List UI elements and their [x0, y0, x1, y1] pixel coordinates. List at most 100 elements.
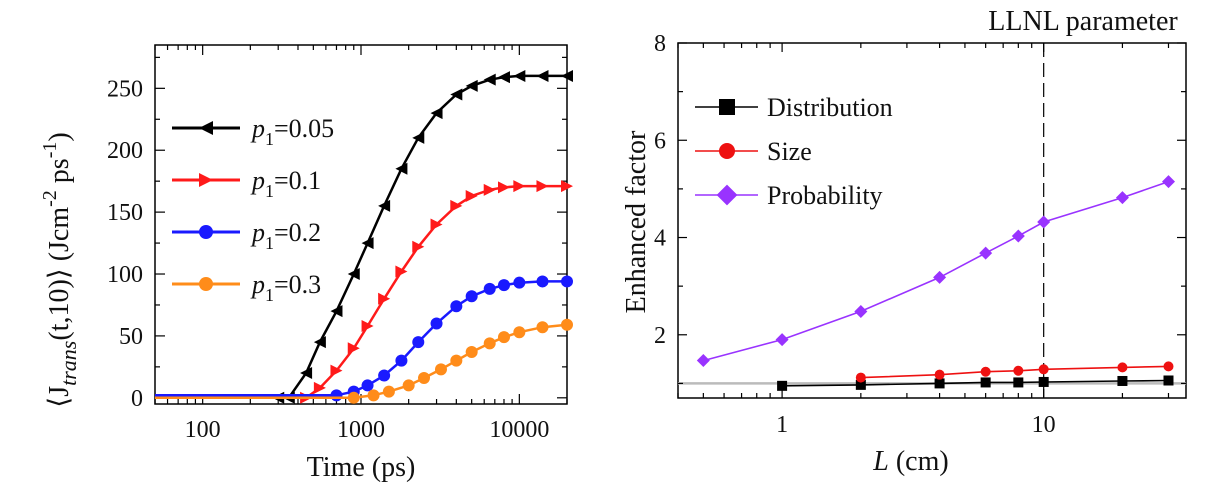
- data-point: [313, 336, 326, 349]
- series: [155, 180, 573, 404]
- legend-label: Distribution: [767, 93, 893, 122]
- data-point: [855, 379, 866, 390]
- series: [155, 69, 573, 404]
- legend-marker: [199, 277, 213, 291]
- series: [855, 361, 1174, 383]
- data-point: [430, 107, 443, 120]
- legend-marker: [719, 99, 735, 115]
- data-point: [933, 270, 947, 284]
- data-point: [347, 342, 360, 355]
- chart-time-series: ⟨Jtrans(t,10)⟩ (Jcm-2 ps-1) Time (ps) p1…: [39, 44, 573, 483]
- data-point: [1013, 365, 1024, 376]
- data-point: [536, 275, 549, 288]
- data-point: [536, 180, 549, 193]
- y-tick-label: 150: [107, 200, 143, 226]
- legend-label: Probability: [767, 181, 883, 210]
- data-point: [330, 364, 343, 377]
- y-tick-label: 200: [107, 138, 143, 164]
- y-tick-label: 6: [654, 128, 666, 154]
- series-line: [155, 184, 567, 400]
- data-point: [934, 378, 945, 389]
- x-axis-label: Time (ps): [307, 452, 416, 483]
- data-point: [430, 218, 443, 231]
- data-point: [430, 317, 443, 330]
- data-point: [561, 69, 573, 82]
- data-point: [330, 305, 343, 318]
- x-tick-label: 1: [776, 412, 788, 438]
- data-point: [483, 73, 496, 86]
- series-line: [782, 379, 1169, 387]
- y-axis-label: ⟨Jtrans(t,10)⟩ (Jcm-2 ps-1): [39, 132, 81, 407]
- data-point: [412, 336, 425, 349]
- data-point: [465, 290, 478, 303]
- data-point: [395, 265, 408, 278]
- data-point: [378, 369, 391, 382]
- x-tick-label: 10: [1032, 412, 1056, 438]
- chart-title: LLNL parameter: [988, 6, 1178, 37]
- series: [696, 175, 1175, 368]
- legend-marker: [716, 184, 738, 206]
- data-point: [513, 326, 526, 339]
- data-point: [367, 389, 380, 402]
- data-point: [347, 391, 360, 404]
- data-point: [434, 363, 447, 376]
- legend-marker: [199, 173, 213, 187]
- data-point: [536, 69, 549, 82]
- data-point: [465, 190, 478, 203]
- series: [777, 375, 1174, 391]
- series: [155, 275, 573, 402]
- y-tick-label: 8: [654, 31, 666, 57]
- data-point: [980, 377, 991, 388]
- data-point: [450, 199, 463, 212]
- legend: Distribution Size Probability: [695, 93, 893, 210]
- y-tick-label: 250: [107, 76, 143, 102]
- y-tick-label: 4: [654, 226, 666, 252]
- data-point: [775, 333, 789, 347]
- legend-label: p1=0.3: [250, 270, 321, 305]
- data-point: [497, 181, 510, 194]
- data-point: [483, 337, 496, 350]
- data-point: [497, 279, 510, 292]
- data-point: [361, 379, 374, 392]
- data-point: [483, 183, 496, 196]
- data-point: [361, 237, 374, 250]
- data-point: [450, 88, 463, 101]
- legend-marker: [199, 121, 213, 135]
- x-tick-label: 100: [185, 417, 221, 443]
- data-point: [854, 304, 868, 318]
- data-point: [980, 366, 991, 377]
- data-point: [313, 381, 326, 394]
- data-point: [330, 389, 343, 402]
- data-point: [1011, 229, 1025, 243]
- legend-label: p1=0.2: [250, 218, 321, 253]
- data-point: [1038, 364, 1049, 375]
- data-point: [1038, 376, 1049, 387]
- plot-frame: [677, 42, 1187, 399]
- legend: p1=0.05 p1=0.1 p1=0.2 p1=0.3: [172, 114, 334, 305]
- data-point: [402, 379, 415, 392]
- data-point: [1037, 215, 1051, 229]
- series-line: [155, 74, 567, 400]
- data-point: [696, 354, 710, 368]
- data-point: [979, 246, 993, 260]
- data-point: [1161, 175, 1175, 189]
- data-point: [513, 180, 526, 193]
- x-tick-label: 10000: [489, 417, 549, 443]
- data-point: [777, 380, 788, 391]
- data-point: [378, 199, 391, 212]
- legend-label: p1=0.1: [250, 166, 321, 201]
- y-tick-label: 2: [654, 323, 666, 349]
- series: [155, 318, 573, 404]
- data-point: [536, 321, 549, 334]
- chart-enhanced-factor: LLNL parameter Enhanced factor L (cm) Di…: [621, 6, 1187, 477]
- data-point: [465, 79, 478, 92]
- data-point: [934, 369, 945, 380]
- data-point: [1163, 361, 1174, 372]
- data-point: [1013, 377, 1024, 388]
- data-point: [855, 372, 866, 383]
- plot-frame: [154, 44, 568, 405]
- data-point: [412, 240, 425, 253]
- y-tick-label: 0: [131, 386, 143, 412]
- y-axis-label: Enhanced factor: [621, 130, 652, 313]
- data-point: [497, 71, 510, 84]
